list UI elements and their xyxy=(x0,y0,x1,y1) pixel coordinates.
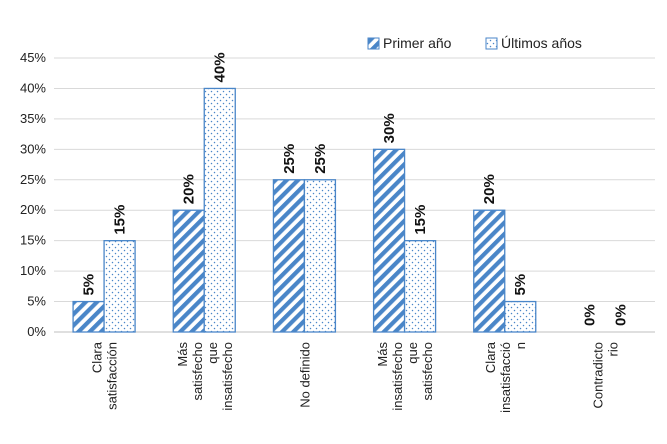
category-label: rio xyxy=(605,342,620,356)
category-label: satisfecho xyxy=(190,342,205,401)
category-label: Más xyxy=(175,342,190,367)
bar-primer-ano xyxy=(473,209,506,333)
category-label: No definido xyxy=(297,342,312,408)
data-label: 15% xyxy=(412,205,429,235)
legend-label: Primer año xyxy=(383,35,452,51)
category-label: satisfecho xyxy=(420,342,435,401)
y-tick-label: 5% xyxy=(27,294,46,309)
legend-swatch xyxy=(485,37,498,50)
category-label: Clara xyxy=(483,341,498,373)
bar-primer-ano xyxy=(72,300,105,333)
legend-swatch xyxy=(367,37,380,50)
bar-ultimos-anos xyxy=(203,87,236,333)
category-label: Clara xyxy=(90,341,105,373)
category-label: Más xyxy=(375,342,390,367)
category-label: insatisfecho xyxy=(220,342,235,411)
data-label: 30% xyxy=(381,113,398,143)
gridlines xyxy=(54,57,655,333)
bar-ultimos-anos xyxy=(403,240,437,333)
y-tick-label: 35% xyxy=(20,111,46,126)
bar-primer-ano xyxy=(172,209,205,333)
y-tick-label: 30% xyxy=(20,141,46,156)
category-label: satisfacción xyxy=(105,342,120,410)
category-label: insatisfacció xyxy=(498,342,513,413)
y-tick-label: 10% xyxy=(20,263,46,278)
y-tick-label: 0% xyxy=(27,324,46,339)
data-label: 5% xyxy=(81,274,98,296)
data-label: 0% xyxy=(612,304,629,326)
y-tick-label: 40% xyxy=(20,80,46,95)
category-label: Contradicto xyxy=(590,342,605,408)
bar-ultimos-anos xyxy=(303,179,337,333)
data-label: 0% xyxy=(581,304,598,326)
data-labels: 5% 15% 20% 40% 25% 25% 30% 15% 20% 5% 0% 0% xyxy=(81,52,630,326)
data-label: 20% xyxy=(181,174,198,204)
category-label: n xyxy=(513,342,528,349)
bars xyxy=(72,87,537,333)
data-label: 25% xyxy=(281,144,298,174)
data-label: 40% xyxy=(212,52,229,82)
data-label: 5% xyxy=(512,274,529,296)
y-tick-label: 25% xyxy=(20,172,46,187)
y-tick-label: 20% xyxy=(20,202,46,217)
data-label: 20% xyxy=(481,174,498,204)
bar-primer-ano xyxy=(372,148,406,333)
y-tick-label: 45% xyxy=(20,50,46,65)
data-label: 15% xyxy=(112,205,129,235)
category-label: que xyxy=(205,342,220,364)
bar-ultimos-anos xyxy=(103,240,136,333)
y-axis: 0% 5% 10% 15% 20% 25% 30% 35% 40% 45% xyxy=(20,50,655,339)
bar-ultimos-anos xyxy=(504,300,537,333)
legend-label: Últimos años xyxy=(501,35,582,51)
legend: Primer año Últimos años xyxy=(367,35,582,51)
y-tick-label: 15% xyxy=(20,233,46,248)
x-axis-categories: Clara satisfacción Más satisfecho que insatis… xyxy=(90,341,621,413)
data-label: 25% xyxy=(312,144,329,174)
category-label: insatisfecho xyxy=(390,342,405,411)
category-label: que xyxy=(405,342,420,364)
bar-primer-ano xyxy=(272,179,306,333)
